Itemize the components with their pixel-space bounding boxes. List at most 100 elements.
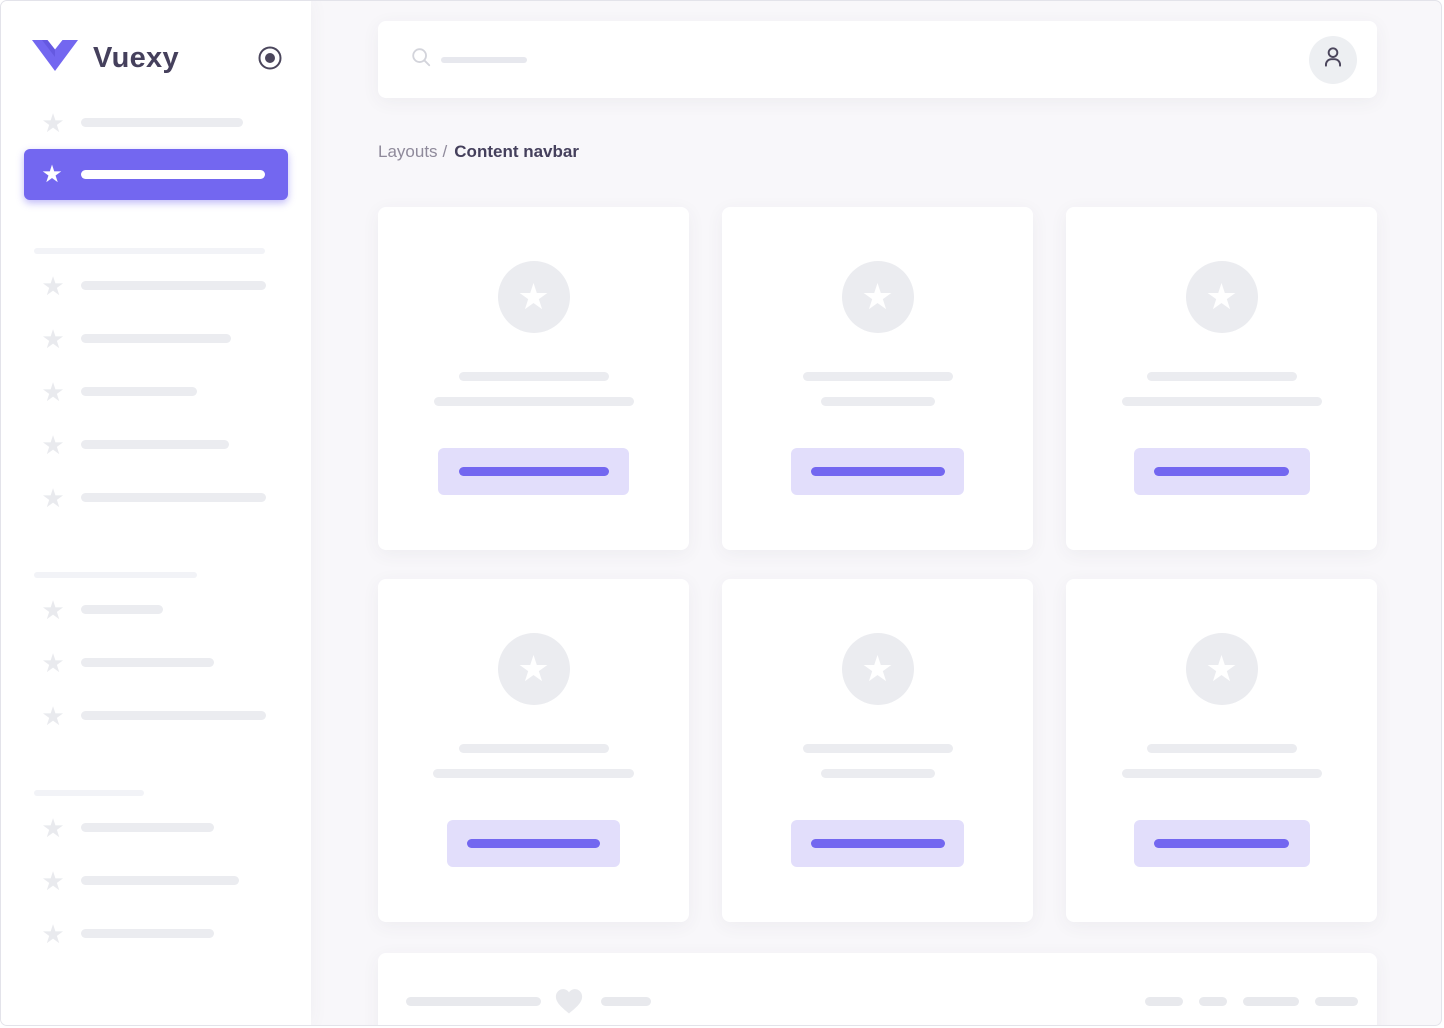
- footer-card: [378, 953, 1377, 1025]
- sidebar-item[interactable]: ★: [1, 583, 311, 636]
- card-avatar-circle: ★: [841, 261, 914, 333]
- footer-link-skeleton: [1199, 996, 1227, 1006]
- breadcrumb-parent[interactable]: Layouts: [378, 142, 438, 161]
- brand-title: Vuexy: [93, 41, 179, 74]
- star-icon: ★: [41, 270, 65, 301]
- sidebar-section-divider: [34, 572, 197, 578]
- breadcrumb-separator: /: [442, 142, 448, 161]
- card-avatar-circle: ★: [1185, 633, 1258, 705]
- card-button[interactable]: [791, 820, 964, 867]
- sidebar-item[interactable]: ★: [1, 471, 311, 524]
- card-title-skeleton: [802, 372, 953, 381]
- footer-link-skeleton: [1145, 996, 1183, 1006]
- card-title-skeleton: [458, 372, 609, 381]
- star-icon: ★: [861, 648, 894, 689]
- radio-dot-icon[interactable]: [257, 45, 283, 71]
- sidebar-item-label-skeleton: [81, 605, 163, 614]
- star-icon: ★: [41, 918, 65, 949]
- star-icon: ★: [41, 429, 65, 460]
- search-icon: [410, 46, 432, 73]
- sidebar-item[interactable]: ★: [1, 636, 311, 689]
- sidebar-section-divider: [34, 790, 144, 796]
- sidebar-item-label-skeleton: [81, 281, 266, 290]
- main-content: Layouts / Content navbar ★ ★ ★ ★ ★ ★: [311, 1, 1441, 1025]
- sidebar-item[interactable]: ★: [1, 96, 311, 149]
- star-icon: ★: [517, 648, 550, 689]
- sidebar-item-label-skeleton: [81, 658, 214, 667]
- sidebar-item-label-skeleton: [81, 334, 231, 343]
- sidebar-item[interactable]: ★: [1, 365, 311, 418]
- star-icon: ★: [1205, 648, 1238, 689]
- search-field[interactable]: [410, 46, 527, 73]
- breadcrumb: Layouts / Content navbar: [378, 140, 1377, 164]
- sidebar-section-divider: [34, 248, 265, 254]
- sidebar: Vuexy ★ ★ ★ ★ ★ ★ ★ ★ ★ ★ ★ ★ ★: [1, 1, 311, 1025]
- card-button-label-skeleton: [810, 839, 945, 848]
- sidebar-item[interactable]: ★: [1, 418, 311, 471]
- sidebar-item-label-skeleton: [81, 440, 229, 449]
- card-title-skeleton: [1146, 372, 1297, 381]
- card-button-label-skeleton: [467, 839, 600, 848]
- card: ★: [722, 207, 1033, 550]
- heart-icon: [554, 987, 584, 1015]
- sidebar-item-active[interactable]: ★: [24, 149, 288, 200]
- sidebar-item[interactable]: ★: [1, 801, 311, 854]
- card-avatar-circle: ★: [1185, 261, 1258, 333]
- card-button[interactable]: [1133, 448, 1310, 495]
- sidebar-item[interactable]: ★: [1, 259, 311, 312]
- top-navbar: [378, 21, 1377, 98]
- user-avatar[interactable]: [1309, 35, 1357, 84]
- card-button-label-skeleton: [458, 467, 609, 476]
- sidebar-item-label-skeleton: [81, 929, 214, 938]
- footer-text-skeleton: [406, 996, 541, 1006]
- sidebar-item[interactable]: ★: [1, 312, 311, 365]
- star-icon: ★: [41, 482, 65, 513]
- star-icon: ★: [41, 700, 65, 731]
- sidebar-item-label-skeleton: [81, 170, 265, 179]
- card-subtitle-skeleton: [1121, 397, 1322, 406]
- footer-link-skeleton: [1243, 996, 1299, 1006]
- sidebar-item-label-skeleton: [81, 711, 266, 720]
- star-icon: ★: [41, 160, 63, 188]
- card: ★: [378, 207, 689, 550]
- sidebar-item[interactable]: ★: [1, 854, 311, 907]
- card-title-skeleton: [1146, 744, 1297, 753]
- card-avatar-circle: ★: [497, 261, 570, 333]
- star-icon: ★: [517, 276, 550, 317]
- vuexy-v-icon: [32, 40, 78, 76]
- cards-grid: ★ ★ ★ ★ ★ ★: [378, 207, 1377, 922]
- card-title-skeleton: [802, 744, 953, 753]
- user-icon: [1320, 44, 1346, 75]
- card-subtitle-skeleton: [433, 769, 634, 778]
- star-icon: ★: [41, 323, 65, 354]
- card: ★: [1066, 207, 1377, 550]
- card-button[interactable]: [447, 820, 620, 867]
- breadcrumb-current: Content navbar: [454, 142, 579, 161]
- card-button-label-skeleton: [1154, 467, 1289, 476]
- sidebar-item[interactable]: ★: [1, 907, 311, 960]
- card-button[interactable]: [1133, 820, 1310, 867]
- sidebar-item-label-skeleton: [81, 118, 243, 127]
- star-icon: ★: [41, 594, 65, 625]
- card-avatar-circle: ★: [841, 633, 914, 705]
- star-icon: ★: [41, 376, 65, 407]
- card-subtitle-skeleton: [820, 397, 935, 406]
- sidebar-item-label-skeleton: [81, 823, 214, 832]
- card-button[interactable]: [791, 448, 964, 495]
- footer-links: [1145, 996, 1358, 1006]
- card-title-skeleton: [458, 744, 609, 753]
- footer-row: [406, 987, 1358, 1015]
- card: ★: [1066, 579, 1377, 922]
- brand-row: Vuexy: [32, 34, 283, 82]
- star-icon: ★: [41, 865, 65, 896]
- sidebar-item-label-skeleton: [81, 493, 266, 502]
- card-button-label-skeleton: [1154, 839, 1289, 848]
- card-button[interactable]: [438, 448, 629, 495]
- card-subtitle-skeleton: [820, 769, 935, 778]
- card-subtitle-skeleton: [1121, 769, 1322, 778]
- star-icon: ★: [1205, 276, 1238, 317]
- card: ★: [722, 579, 1033, 922]
- footer-text-skeleton: [601, 996, 651, 1006]
- sidebar-item[interactable]: ★: [1, 689, 311, 742]
